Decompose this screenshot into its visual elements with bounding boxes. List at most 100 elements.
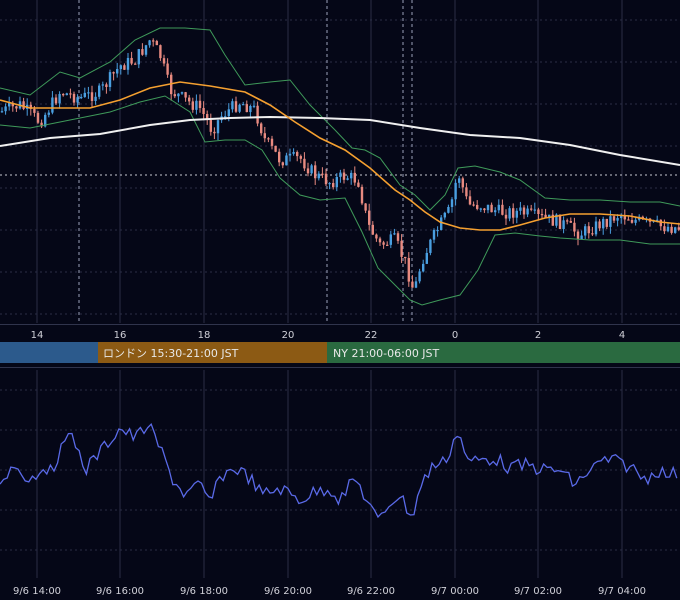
candle-body-133: [479, 208, 482, 210]
candle-body-68: [245, 104, 248, 113]
candle-body-135: [486, 204, 490, 211]
candle-body-169: [609, 216, 612, 227]
candle-body-55: [198, 100, 202, 108]
candle-body-17: [62, 94, 65, 96]
candle-body-182: [656, 219, 659, 221]
candle-body-43: [155, 41, 158, 46]
candle-body-94: [339, 172, 342, 177]
candle-body-101: [364, 203, 367, 211]
candle-body-118: [425, 252, 428, 264]
session-ny[interactable]: [327, 342, 680, 363]
candle-body-156: [562, 220, 565, 229]
candle-body-89: [321, 173, 324, 175]
candle-body-54: [195, 100, 198, 110]
candle-body-125: [450, 199, 454, 207]
candle-body-72: [260, 123, 263, 134]
main-x-tick-2: 18: [198, 330, 211, 341]
candle-body-62: [224, 116, 227, 118]
candle-body-108: [389, 234, 392, 245]
candle-body-145: [522, 207, 526, 215]
candle-body-160: [576, 231, 580, 240]
candle-body-136: [490, 204, 493, 213]
session-tokyo[interactable]: [0, 342, 98, 363]
candle-body-148: [533, 209, 536, 211]
candle-body-75: [270, 138, 274, 146]
candle-body-95: [342, 172, 346, 180]
candle-body-48: [173, 94, 176, 97]
candle-body-149: [537, 209, 540, 214]
candle-body-107: [386, 244, 389, 246]
candle-body-188: [677, 227, 680, 230]
osc-x-tick-6: 9/7 02:00: [514, 586, 562, 597]
candle-body-59: [213, 131, 216, 134]
candle-body-28: [101, 84, 104, 86]
candle-body-66: [238, 104, 241, 112]
candle-body-23: [83, 92, 86, 97]
candle-body-21: [76, 97, 79, 103]
candle-body-84: [303, 158, 306, 169]
candle-body-168: [605, 218, 608, 227]
candle-body-27: [98, 85, 101, 97]
candle-body-4: [15, 106, 18, 109]
candle-body-38: [137, 49, 140, 65]
candle-body-111: [400, 240, 403, 257]
candle-body-93: [335, 176, 338, 188]
candle-body-183: [659, 219, 662, 227]
main-grid: [0, 0, 680, 323]
osc-x-tick-1: 9/6 16:00: [96, 586, 144, 597]
candle-body-50: [180, 92, 184, 94]
candle-body-122: [440, 217, 443, 230]
candle-body-91: [328, 183, 331, 185]
candle-body-126: [454, 182, 457, 200]
candle-body-31: [112, 72, 115, 74]
candle-body-170: [612, 216, 616, 221]
candle-body-22: [80, 96, 83, 99]
candle-body-147: [530, 208, 533, 210]
candle-body-172: [620, 215, 623, 219]
candle-body-92: [332, 183, 335, 188]
candle-body-96: [346, 178, 349, 180]
candle-body-173: [623, 215, 626, 220]
candle-body-6: [22, 101, 25, 109]
candle-body-16: [58, 94, 61, 104]
session-bar: ロンドン 15:30-21:00 JST NY 21:00-06:00 JST: [0, 342, 680, 363]
candle-body-143: [515, 210, 518, 218]
candle-body-87: [314, 165, 317, 179]
candle-body-100: [360, 186, 364, 204]
candle-body-14: [51, 97, 54, 113]
candle-body-33: [119, 65, 122, 70]
candle-body-77: [278, 151, 281, 163]
candle-body-49: [177, 93, 180, 97]
candle-body-35: [126, 57, 130, 70]
candle-body-141: [508, 208, 511, 219]
candle-body-83: [299, 156, 302, 159]
candle-body-52: [188, 97, 191, 102]
candle-body-26: [94, 96, 97, 101]
candle-body-81: [292, 152, 295, 154]
candle-body-41: [148, 40, 151, 46]
candle-body-129: [465, 187, 468, 197]
main-x-tick-3: 20: [282, 330, 295, 341]
candle-body-70: [252, 105, 256, 107]
candle-body-109: [393, 233, 396, 235]
candle-body-85: [306, 168, 310, 174]
ma-short-line: [0, 81, 680, 231]
candle-body-163: [587, 226, 590, 234]
candle-body-152: [548, 214, 551, 218]
candle-body-63: [227, 109, 230, 117]
candle-body-117: [422, 263, 425, 272]
candle-body-115: [414, 281, 418, 288]
candle-body-11: [40, 122, 43, 127]
candle-body-151: [544, 214, 547, 218]
candle-body-3: [11, 102, 14, 107]
candle-body-65: [234, 101, 238, 112]
candle-body-174: [627, 219, 630, 221]
oscillator-line: [0, 422, 678, 519]
session-london[interactable]: [98, 342, 327, 363]
candle-body-165: [594, 221, 598, 235]
candle-body-113: [407, 258, 410, 282]
candle-body-127: [458, 178, 461, 183]
candle-body-146: [526, 208, 529, 215]
main-x-tick-5: 0: [452, 330, 458, 341]
